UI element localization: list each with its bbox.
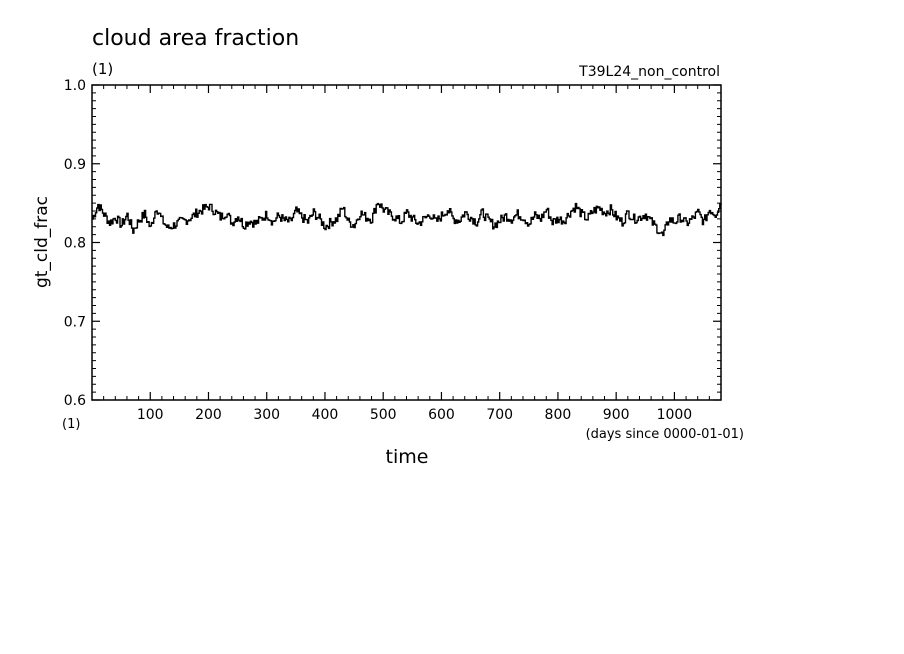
plot-frame <box>91 84 722 401</box>
x-tick-label: 400 <box>312 407 339 423</box>
x-tick-label: 700 <box>486 407 513 423</box>
x-tick-label: 200 <box>195 407 222 423</box>
x-axis-label: time <box>386 446 429 468</box>
x-tick-label: 1000 <box>657 407 693 423</box>
x-tick-label: 800 <box>545 407 572 423</box>
x-tick-label: 500 <box>370 407 397 423</box>
x-ticks: 100 200 300 400 500 600 700 800 900 1000 <box>137 85 692 423</box>
y-tick-label: 0.7 <box>64 314 86 330</box>
y-units: (1) <box>62 417 80 432</box>
x-tick-label: 300 <box>253 407 280 423</box>
x-tick-label: 100 <box>137 407 164 423</box>
chart-title: cloud area fraction <box>92 26 299 51</box>
x-tick-label: 600 <box>428 407 455 423</box>
x-units: (days since 0000-01-01) <box>586 427 744 442</box>
y-tick-label: 0.8 <box>64 236 86 252</box>
title-units: (1) <box>92 60 113 78</box>
y-tick-label: 1.0 <box>64 78 86 94</box>
y-tick-label: 0.9 <box>64 157 86 173</box>
minor-ticks <box>92 85 721 400</box>
x-tick-label: 900 <box>603 407 630 423</box>
series-line <box>92 202 722 237</box>
y-ticks: 0.6 0.7 0.8 0.9 1.0 <box>64 78 721 409</box>
experiment-label: T39L24_non_control <box>578 64 720 80</box>
y-tick-label: 0.6 <box>64 393 86 409</box>
y-axis-label: gt_cld_frac <box>32 196 52 288</box>
